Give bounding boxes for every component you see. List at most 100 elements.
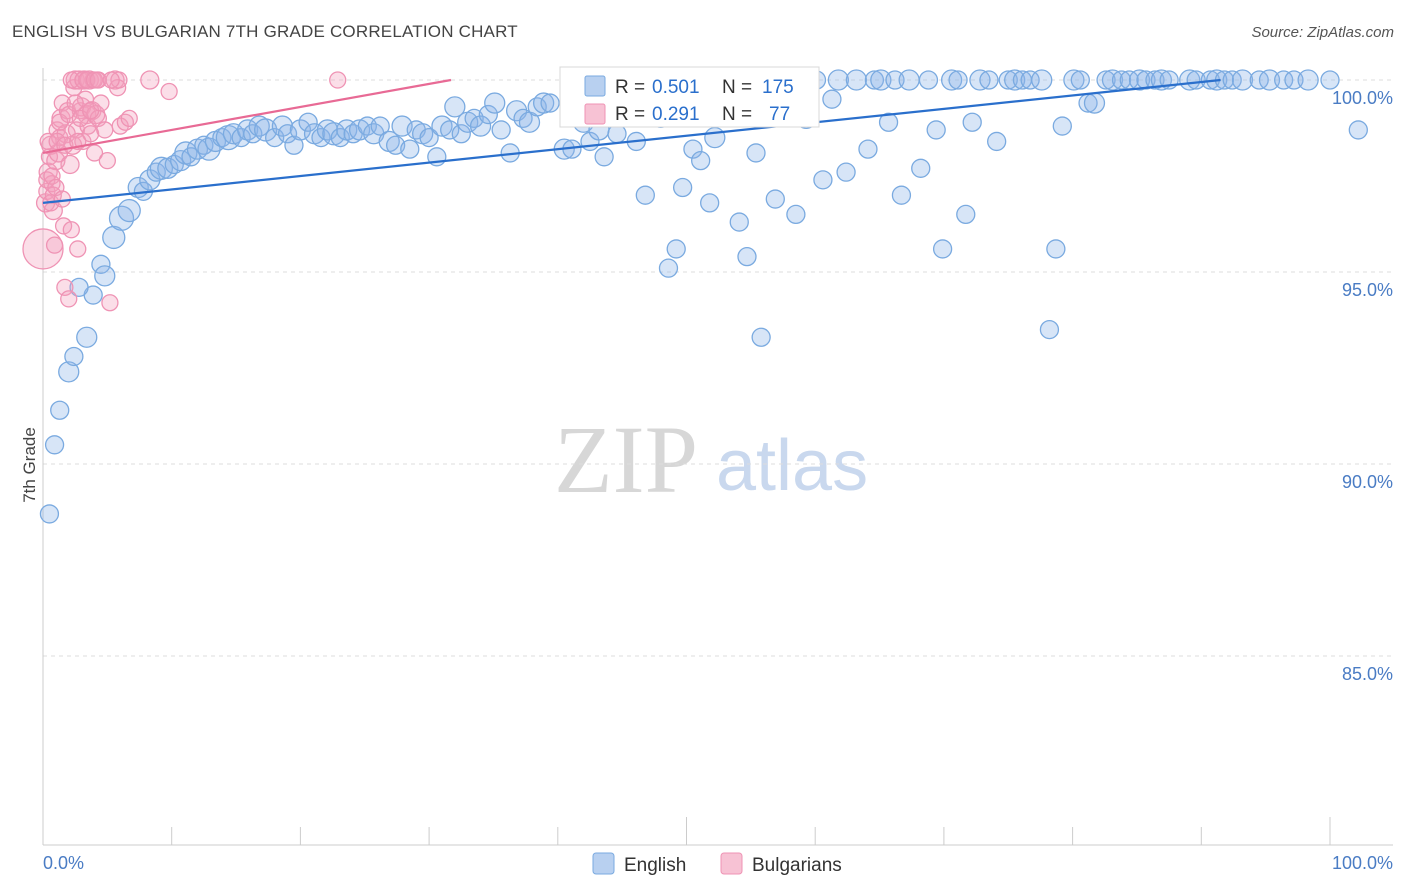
english-point — [194, 135, 214, 155]
english-point — [998, 70, 1018, 90]
stats-english-swatch — [584, 75, 606, 97]
english-point — [1046, 239, 1066, 259]
english-point — [765, 189, 785, 209]
english-point — [700, 193, 720, 213]
bulgarian-point — [329, 71, 347, 89]
english-point — [635, 185, 655, 205]
english-point — [149, 156, 174, 180]
bulgarian-point — [39, 132, 57, 151]
stats-bulgarian-r-label: R = — [615, 104, 645, 125]
english-point — [962, 112, 982, 132]
bulgarian-point — [62, 221, 80, 239]
english-point — [385, 135, 406, 155]
english-point — [948, 70, 968, 90]
english-point — [289, 119, 312, 141]
english-point — [1020, 70, 1040, 90]
english-point — [94, 265, 116, 287]
english-point — [845, 69, 868, 91]
stats-english-r-value: 0.501 — [652, 77, 700, 98]
english-point — [102, 225, 126, 250]
english-point — [484, 92, 506, 114]
english-point — [1284, 70, 1304, 90]
english-point — [451, 124, 471, 144]
english-point — [1348, 120, 1368, 140]
english-point — [146, 162, 166, 182]
english-point — [69, 277, 89, 298]
english-point — [44, 435, 65, 455]
english-point — [1070, 70, 1090, 90]
bulgarian-point — [92, 94, 110, 112]
bulgarian-point — [96, 121, 114, 139]
english-point — [746, 143, 766, 163]
english-point — [1052, 116, 1072, 136]
english-point — [672, 177, 693, 198]
english-point — [737, 246, 757, 267]
stats-bulgarian-n-label: N = — [722, 104, 752, 125]
english-point — [932, 239, 953, 259]
bulgarian-point — [140, 70, 160, 90]
english-point — [891, 185, 912, 205]
bulgarian-trend-line — [42, 78, 452, 155]
english-point — [39, 504, 60, 524]
bulgarian-point — [66, 94, 84, 112]
english-point — [540, 93, 560, 113]
english-point — [50, 400, 70, 420]
stats-english-n-value: 175 — [762, 77, 794, 98]
english-point — [164, 154, 184, 175]
bulgarian-point — [101, 294, 119, 312]
english-point — [836, 162, 856, 182]
bulgarian-point — [69, 240, 87, 258]
trend-lines — [42, 78, 1221, 204]
english-point — [117, 198, 141, 223]
english-point — [822, 89, 842, 109]
stats-bulgarian-swatch — [584, 103, 606, 125]
english-point — [987, 131, 1007, 152]
watermark-atlas: atlas — [716, 426, 868, 506]
bulgarian-point — [81, 125, 100, 143]
bulgarian-point — [60, 154, 80, 175]
bulgarian-point — [45, 236, 64, 254]
english-point — [1145, 70, 1165, 90]
english-point — [400, 139, 420, 159]
english-point — [1096, 70, 1116, 90]
x-tick-label-min: 0.0% — [43, 853, 84, 873]
english-point — [911, 158, 931, 178]
english-point — [786, 204, 806, 225]
x-tick-label-max: 100.0% — [1332, 853, 1393, 873]
english-point — [1083, 92, 1106, 114]
english-point — [979, 70, 999, 90]
english-point — [870, 69, 892, 91]
english-point — [1179, 69, 1201, 91]
source-credit: Source: ZipAtlas.com — [1251, 24, 1394, 41]
bulgarian-point — [85, 71, 104, 89]
series-legend: English Bulgarians — [592, 852, 842, 876]
legend-english-swatch — [592, 852, 615, 875]
english-point — [858, 139, 878, 159]
bulgarian-point — [85, 144, 104, 162]
english-point — [827, 69, 850, 91]
english-point — [1039, 319, 1060, 340]
english-point — [666, 239, 686, 259]
english-point — [419, 127, 439, 148]
english-point — [513, 108, 533, 129]
english-point — [658, 258, 679, 278]
y-axis-title: 7th Grade — [20, 427, 39, 503]
english-point — [813, 170, 833, 190]
bulgarian-point — [160, 82, 178, 101]
english-point — [1128, 69, 1151, 91]
stats-english-n-label: N = — [722, 77, 752, 98]
english-point — [956, 204, 976, 225]
english-point — [1320, 70, 1340, 90]
english-point — [691, 150, 711, 171]
stats-english-r-label: R = — [615, 77, 645, 98]
y-tick-label: 100.0% — [1332, 88, 1393, 108]
english-point — [1186, 70, 1206, 90]
stats-legend: R = 0.501 N = 175 R = 0.291 N = 77 — [559, 66, 820, 128]
english-point — [594, 147, 614, 167]
english-point — [91, 254, 111, 274]
english-point — [1258, 69, 1281, 91]
english-point — [751, 327, 771, 347]
english-point — [878, 112, 899, 132]
english-point — [491, 120, 511, 140]
